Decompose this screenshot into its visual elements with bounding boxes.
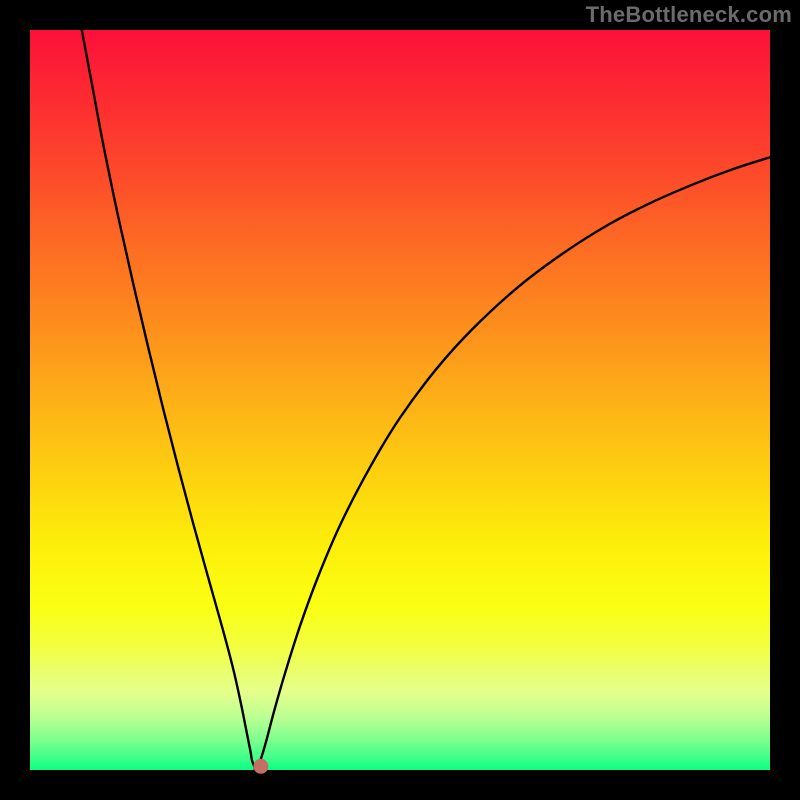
bottleneck-chart: TheBottleneck.com	[0, 0, 800, 800]
plot-background	[30, 30, 770, 770]
chart-svg	[0, 0, 800, 800]
watermark-text: TheBottleneck.com	[586, 2, 792, 28]
optimal-point-marker	[253, 759, 268, 774]
